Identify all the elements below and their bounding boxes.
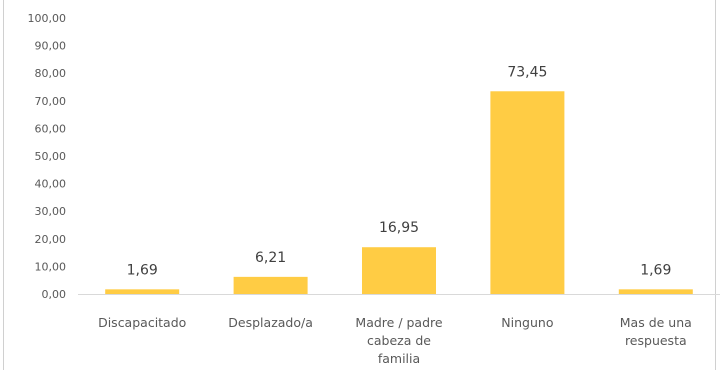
y-tick-label: 20,00 [35, 233, 67, 246]
y-tick-label: 70,00 [35, 95, 67, 108]
x-tick-label: Desplazado/a [228, 315, 313, 330]
y-tick-label: 90,00 [35, 40, 67, 53]
y-tick-label: 40,00 [35, 178, 67, 191]
x-tick-label: Mas de una [620, 315, 692, 330]
data-label: 1,69 [127, 262, 158, 278]
y-tick-label: 60,00 [35, 122, 67, 135]
bar [362, 247, 436, 294]
y-tick-label: 30,00 [35, 205, 67, 218]
x-tick-label: familia [378, 351, 420, 366]
bars [105, 91, 693, 294]
y-tick-label: 100,00 [28, 12, 67, 25]
x-tick-label: Discapacitado [98, 315, 186, 330]
data-label: 1,69 [640, 262, 671, 278]
x-tick-label: cabeza de [367, 333, 431, 348]
x-tick-label: Ninguno [501, 315, 553, 330]
data-label: 6,21 [255, 250, 286, 266]
bar [105, 289, 180, 294]
chart-area [3, 0, 716, 370]
x-tick-label: Madre / padre [355, 315, 442, 330]
bar [233, 276, 308, 294]
data-label: 16,95 [379, 220, 419, 236]
x-tick-label: respuesta [625, 333, 687, 348]
y-tick-label: 0,00 [42, 288, 67, 301]
bar [618, 289, 693, 294]
x-axis: Discapacitado Desplazado/a Madre / padre ca… [98, 315, 692, 366]
data-labels: 1,69 6,21 16,95 73,45 1,69 [127, 64, 672, 278]
y-tick-label: 80,00 [35, 67, 67, 80]
bar [490, 91, 565, 294]
y-axis: 0,00 10,00 20,00 30,00 40,00 50,00 60,00 70,00 8… [28, 12, 67, 301]
data-label: 73,45 [507, 64, 547, 80]
y-tick-label: 50,00 [35, 150, 67, 163]
y-tick-label: 10,00 [35, 260, 67, 273]
